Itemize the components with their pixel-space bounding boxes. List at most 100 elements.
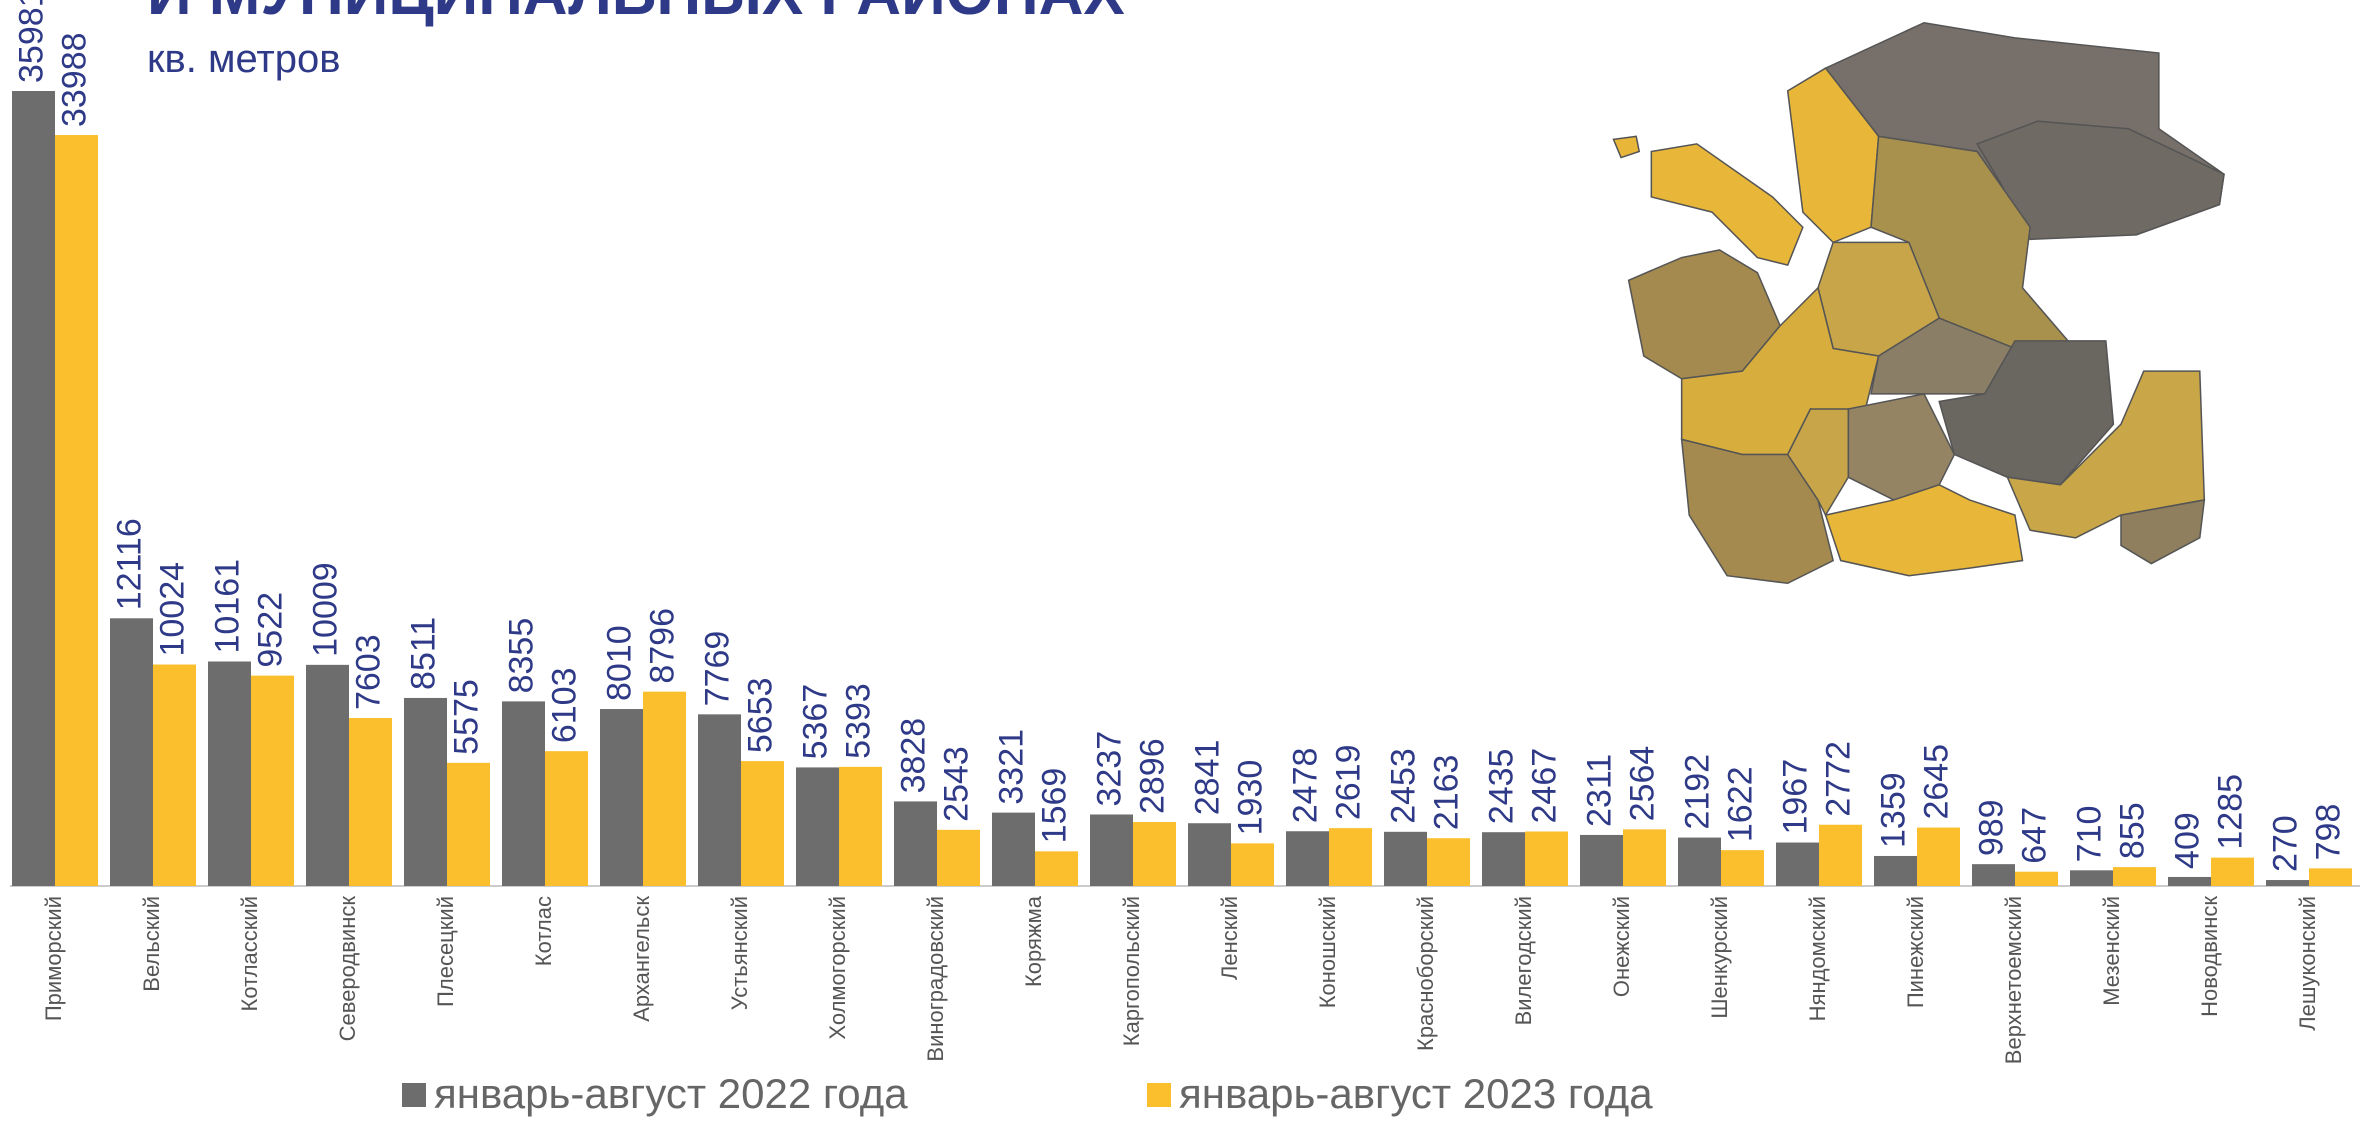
value-label: 2453 — [1384, 748, 1422, 824]
value-label: 710 — [2070, 806, 2108, 863]
bar — [1133, 822, 1176, 886]
value-label: 1930 — [1231, 760, 1269, 836]
value-label: 2478 — [1286, 748, 1324, 824]
x-tick-label: Виноградовский — [923, 896, 948, 1062]
value-label: 5575 — [447, 679, 485, 755]
value-label: 10009 — [306, 562, 344, 657]
bar — [741, 761, 784, 886]
value-label: 3321 — [992, 729, 1030, 805]
value-label: 2619 — [1329, 744, 1367, 820]
bar — [1188, 823, 1231, 886]
bar — [1721, 850, 1764, 886]
value-label: 2163 — [1427, 755, 1465, 831]
value-label: 1285 — [2211, 774, 2249, 850]
bar — [1776, 842, 1819, 886]
value-label: 1359 — [1874, 772, 1912, 848]
legend-swatch — [1147, 1083, 1171, 1107]
value-label: 409 — [2168, 812, 2206, 869]
x-tick-label: Коношский — [1315, 896, 1340, 1008]
bar — [502, 701, 545, 886]
value-label: 270 — [2266, 815, 2304, 872]
bar — [1427, 838, 1470, 886]
bar — [447, 762, 490, 886]
value-label: 2896 — [1133, 738, 1171, 814]
x-tick-label: Няндомский — [1805, 896, 1830, 1021]
chart-subtitle: кв. метров — [147, 37, 340, 81]
bar — [110, 618, 153, 886]
value-label: 798 — [2309, 804, 2347, 861]
value-label: 989 — [1972, 799, 2010, 856]
bar — [208, 661, 251, 886]
legend-label: январь-август 2022 года — [434, 1070, 908, 1117]
value-label: 12116 — [110, 518, 148, 610]
x-tick-label: Вельский — [139, 896, 164, 992]
x-tick-label: Коряжма — [1021, 895, 1046, 987]
value-label: 2772 — [1819, 741, 1857, 817]
bar — [1384, 831, 1427, 886]
region-map — [1612, 21, 2225, 585]
x-tick-label: Плесецкий — [433, 896, 458, 1007]
chart-title: И МУНИЦИПАЛЬНЫХ РАЙОНАХ — [147, 0, 1125, 28]
bar — [894, 801, 937, 886]
bar — [404, 697, 447, 886]
value-label: 3237 — [1090, 731, 1128, 807]
x-tick-label: Котласский — [237, 896, 262, 1011]
bar — [1917, 827, 1960, 886]
value-label: 35981 — [12, 0, 50, 83]
value-label: 1967 — [1776, 759, 1814, 835]
bar — [349, 718, 392, 886]
value-label: 6103 — [545, 668, 583, 744]
x-tick-label: Котлас — [531, 896, 556, 966]
x-tick-label: Шенкурский — [1707, 896, 1732, 1019]
bar — [1231, 843, 1274, 886]
value-label: 1569 — [1035, 768, 1073, 844]
x-tick-label: Приморский — [41, 896, 66, 1021]
x-tick-label: Северодвинск — [335, 896, 360, 1042]
bar — [2113, 867, 2156, 886]
bar — [992, 812, 1035, 886]
bar — [1678, 837, 1721, 886]
bar — [1623, 829, 1666, 886]
legend-label: январь-август 2023 года — [1179, 1070, 1653, 1117]
x-tick-label: Лешуконский — [2295, 896, 2320, 1031]
value-label: 855 — [2113, 802, 2151, 859]
value-label: 10024 — [153, 562, 191, 657]
bar — [698, 714, 741, 886]
x-tick-label: Ленский — [1217, 896, 1242, 980]
bar — [796, 767, 839, 886]
bar — [12, 91, 55, 886]
value-label: 2435 — [1482, 749, 1520, 825]
x-tick-label: Архангельск — [629, 896, 654, 1022]
value-label: 2311 — [1580, 754, 1618, 827]
value-label: 9522 — [251, 592, 289, 668]
bar — [2168, 876, 2211, 886]
value-label: 2467 — [1525, 748, 1563, 824]
value-label: 33988 — [55, 32, 93, 127]
value-label: 8511 — [404, 617, 442, 690]
bar — [306, 664, 349, 886]
value-label: 2645 — [1917, 744, 1955, 820]
bar — [1329, 828, 1372, 886]
x-tick-label: Устьянский — [727, 896, 752, 1010]
bar — [937, 829, 980, 886]
bar — [251, 675, 294, 886]
bar — [1874, 855, 1917, 886]
value-label: 647 — [2015, 807, 2053, 864]
value-label: 5653 — [741, 677, 779, 753]
x-tick-label: Новодвинск — [2197, 896, 2222, 1017]
value-label: 10161 — [208, 559, 246, 654]
bar — [643, 691, 686, 886]
bar — [1482, 832, 1525, 886]
x-tick-label: Холмогорский — [825, 896, 850, 1040]
legend-swatch — [402, 1083, 426, 1107]
x-tick-label: Онежский — [1609, 896, 1634, 997]
bar — [1580, 834, 1623, 886]
value-label: 8796 — [643, 608, 681, 684]
bar — [2070, 870, 2113, 886]
bar — [545, 751, 588, 886]
bar — [1819, 824, 1862, 886]
x-tick-label: Пинежский — [1903, 896, 1928, 1008]
value-label: 2192 — [1678, 754, 1716, 830]
bar — [2015, 871, 2058, 886]
